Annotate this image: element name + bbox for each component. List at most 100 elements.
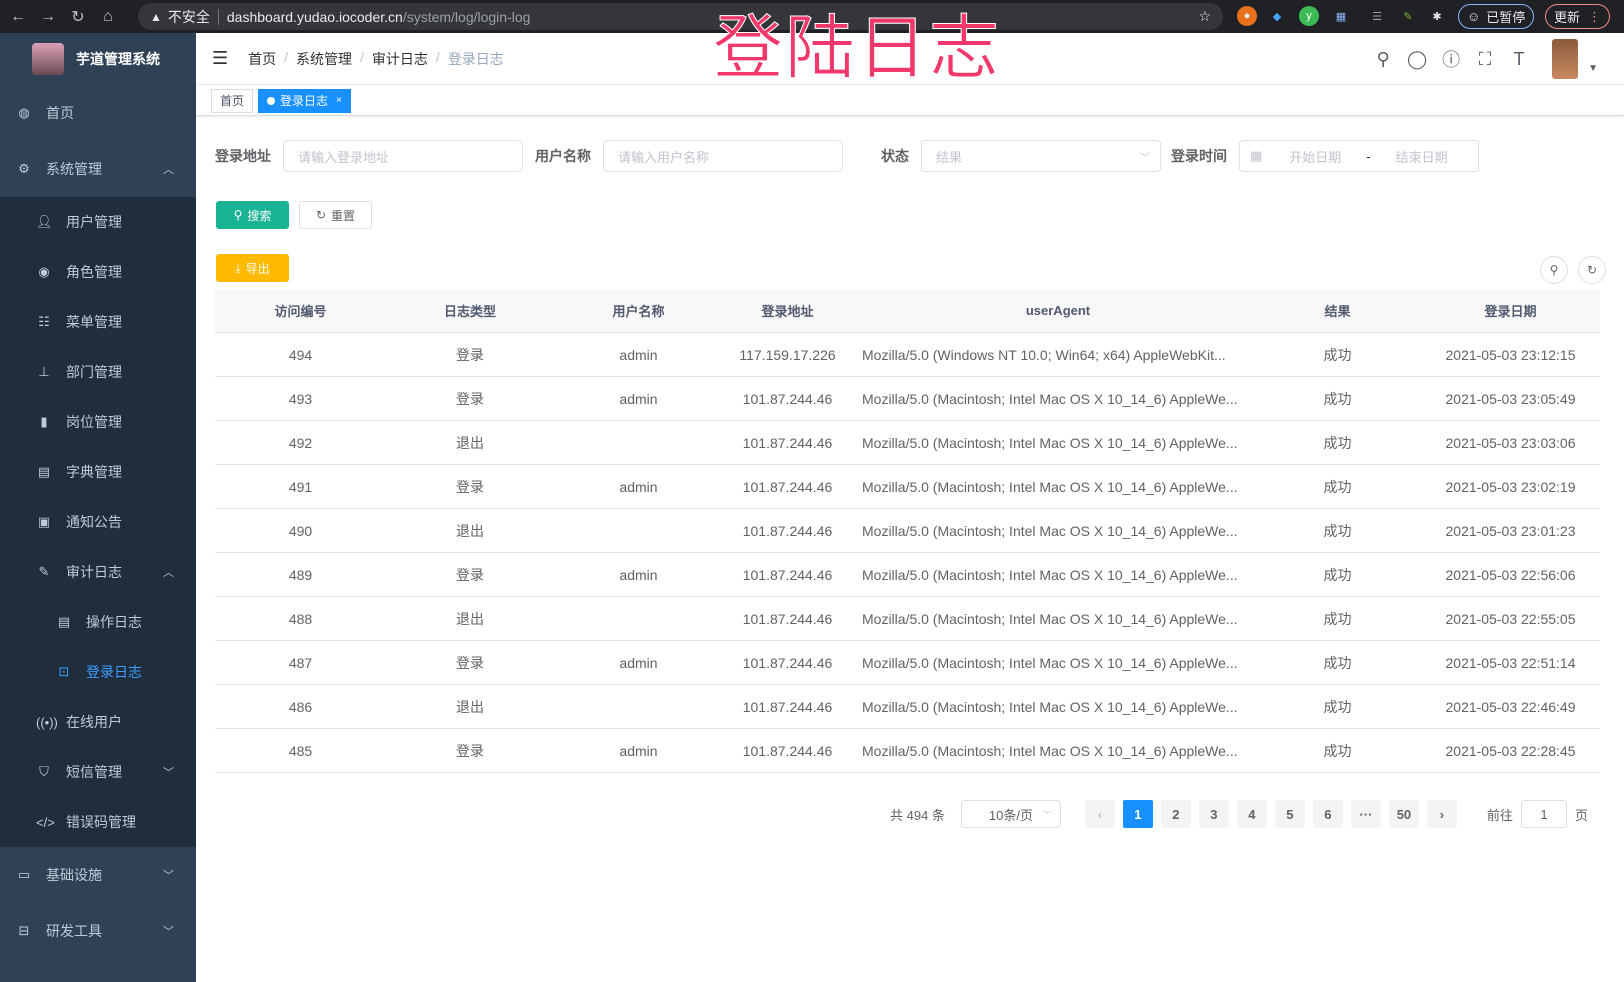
sidebar-item-dict[interactable]: ▤ 字典管理	[0, 447, 196, 497]
breadcrumb-item[interactable]: 首页	[248, 50, 277, 67]
sidebar-item-label: 部门管理	[66, 364, 122, 380]
breadcrumb-item[interactable]: 审计日志	[371, 50, 428, 67]
table-cell: 登录	[456, 742, 484, 759]
search-icon[interactable]: ⚲	[1376, 48, 1390, 69]
back-icon[interactable]: ←	[10, 7, 26, 25]
caret-down-icon[interactable]: ▼	[1588, 62, 1598, 74]
sidebar-item-dept[interactable]: ⊥ 部门管理	[0, 347, 196, 397]
extension-icon[interactable]: ▦	[1335, 10, 1347, 23]
tag-login-log[interactable]: 登录日志 ×	[258, 88, 351, 113]
home-icon[interactable]: ⌂	[103, 7, 113, 25]
table-cell: Mozilla/5.0 (Macintosh; Intel Mac OS X 1…	[862, 742, 1238, 759]
gear-icon: ⚙	[18, 161, 30, 176]
extension-icon[interactable]: ☰	[1372, 10, 1382, 23]
sidebar-item-user[interactable]: 👤︎ 用户管理	[0, 197, 196, 247]
extension-icon[interactable]: ✎	[1403, 10, 1413, 23]
font-size-icon[interactable]: T	[1513, 48, 1525, 69]
browser-toolbar: ← → ↻ ⌂ ▲ 不安全 dashboard.yudao.iocoder.cn…	[0, 0, 1624, 33]
sidebar-item-sms[interactable]: ⛉ 短信管理 ﹀	[0, 747, 196, 797]
table-row: 489 登录 admin 101.87.244.46 Mozilla/5.0 (Maci…	[215, 553, 1600, 597]
page-button[interactable]: 3	[1198, 800, 1229, 828]
extension-icon[interactable]: ◆	[1272, 10, 1282, 23]
next-page-button[interactable]: ›	[1426, 800, 1457, 828]
extension-icon[interactable]: y	[1299, 6, 1319, 26]
table-cell: Mozilla/5.0 (Macintosh; Intel Mac OS X 1…	[862, 478, 1238, 495]
chevron-down-icon: ﹀	[163, 926, 174, 938]
chevron-up-icon: ︿	[163, 164, 174, 176]
sidebar-item-error-code[interactable]: </> 错误码管理	[0, 797, 196, 847]
date-range-picker[interactable]: ▦ 开始日期 - 结束日期	[1239, 140, 1479, 172]
page-button[interactable]: 50	[1388, 800, 1419, 828]
sidebar-item-audit-log[interactable]: ✎ 审计日志 ︿	[0, 547, 196, 597]
start-date[interactable]: 开始日期	[1289, 149, 1342, 165]
sidebar-item-infra[interactable]: ▭ 基础设施 ﹀	[0, 847, 196, 903]
avatar[interactable]	[1552, 39, 1579, 79]
search-button[interactable]: ⚲ 搜索	[216, 201, 289, 229]
logo-image	[32, 43, 64, 75]
reload-icon[interactable]: ↻	[71, 8, 85, 26]
breadcrumb-item[interactable]: 系统管理	[296, 50, 353, 67]
page-button[interactable]: 1	[1122, 800, 1153, 828]
bookmark-star-icon[interactable]: ☆	[1198, 8, 1211, 24]
address-input[interactable]: 请输入登录地址	[283, 140, 523, 172]
log-icon: ✎	[38, 564, 50, 579]
forward-icon[interactable]: →	[40, 7, 56, 25]
profile-label: 已暂停	[1486, 10, 1526, 25]
table-cell: Mozilla/5.0 (Macintosh; Intel Mac OS X 1…	[862, 610, 1238, 627]
end-date[interactable]: 结束日期	[1395, 149, 1448, 165]
fullscreen-icon[interactable]: ⛶	[1478, 48, 1492, 69]
sidebar-item-menu[interactable]: ☷ 菜单管理	[0, 297, 196, 347]
table-cell: 494	[288, 346, 313, 363]
help-icon[interactable]: ⓘ	[1442, 50, 1461, 70]
table-cell: 490	[288, 522, 313, 539]
dict-icon: ▤	[37, 464, 51, 479]
tag-home[interactable]: 首页	[211, 88, 254, 113]
sidebar-item-notice[interactable]: ▣ 通知公告	[0, 497, 196, 547]
table-cell: 登录	[456, 346, 484, 363]
table-cell: 退出	[456, 610, 484, 627]
sidebar-item-online-user[interactable]: ((•)) 在线用户	[0, 697, 196, 747]
refresh-table-button[interactable]: ↻	[1578, 256, 1606, 284]
update-button[interactable]: 更新 ⋮	[1545, 4, 1611, 29]
address-label: 登录地址	[215, 148, 271, 164]
username-input[interactable]: 请输入用户名称	[603, 140, 843, 172]
address-bar[interactable]: ▲ 不安全 dashboard.yudao.iocoder.cn/system/…	[138, 3, 1223, 30]
export-button[interactable]: ⤓ 导出	[216, 254, 289, 282]
page-button[interactable]: ···	[1350, 800, 1381, 828]
sidebar-item-role[interactable]: ◉ 角色管理	[0, 247, 196, 297]
goto-suffix: 页	[1574, 807, 1588, 823]
sidebar-item-post[interactable]: ▮ 岗位管理	[0, 397, 196, 447]
pagination: 共 494 条 10条/页 ﹀ ‹ 1 2 3 4 5 6 ··· 50 › 前往 1 页	[890, 800, 1588, 828]
hamburger-icon[interactable]: ☰	[212, 48, 229, 68]
goto-page-input[interactable]: 1	[1520, 800, 1567, 828]
code-icon: </>	[36, 814, 55, 830]
sidebar-item-label: 菜单管理	[66, 314, 122, 330]
page-button[interactable]: 6	[1312, 800, 1343, 828]
puzzle-icon[interactable]: ✱	[1432, 10, 1442, 23]
toggle-search-button[interactable]: ⚲	[1540, 256, 1568, 284]
sidebar-item-operate-log[interactable]: ▤ 操作日志	[0, 597, 196, 647]
sidebar-item-label: 用户管理	[66, 214, 122, 230]
page-size-select[interactable]: 10条/页 ﹀	[960, 800, 1061, 828]
page-button[interactable]: 2	[1160, 800, 1191, 828]
sidebar-item-login-log[interactable]: ⊡ 登录日志	[0, 647, 196, 697]
page-button[interactable]: 5	[1274, 800, 1305, 828]
close-icon[interactable]: ×	[336, 95, 342, 106]
dashboard-icon: ◍	[18, 105, 30, 120]
extension-icon[interactable]: ●	[1237, 6, 1257, 26]
profile-button[interactable]: ☺ 已暂停	[1458, 4, 1535, 29]
sidebar-item-home[interactable]: ◍ 首页	[0, 85, 196, 141]
tree-icon: ⊥	[38, 364, 50, 379]
sidebar-item-tool[interactable]: ⊟ 研发工具 ﹀	[0, 903, 196, 959]
status-select[interactable]: 结果 ﹀	[921, 140, 1161, 172]
prev-page-button[interactable]: ‹	[1084, 800, 1115, 828]
page-button[interactable]: 4	[1236, 800, 1267, 828]
table-cell: admin	[619, 742, 658, 759]
table-cell: 488	[288, 610, 313, 627]
github-icon[interactable]: ◯	[1407, 48, 1428, 69]
sidebar-item-system[interactable]: ⚙ 系统管理 ︿	[0, 141, 196, 197]
table-cell: 成功	[1323, 346, 1352, 363]
app-logo[interactable]: 芋道管理系统	[0, 33, 196, 85]
reset-button[interactable]: ↻ 重置	[299, 201, 372, 229]
column-header: 用户名称	[612, 304, 665, 319]
